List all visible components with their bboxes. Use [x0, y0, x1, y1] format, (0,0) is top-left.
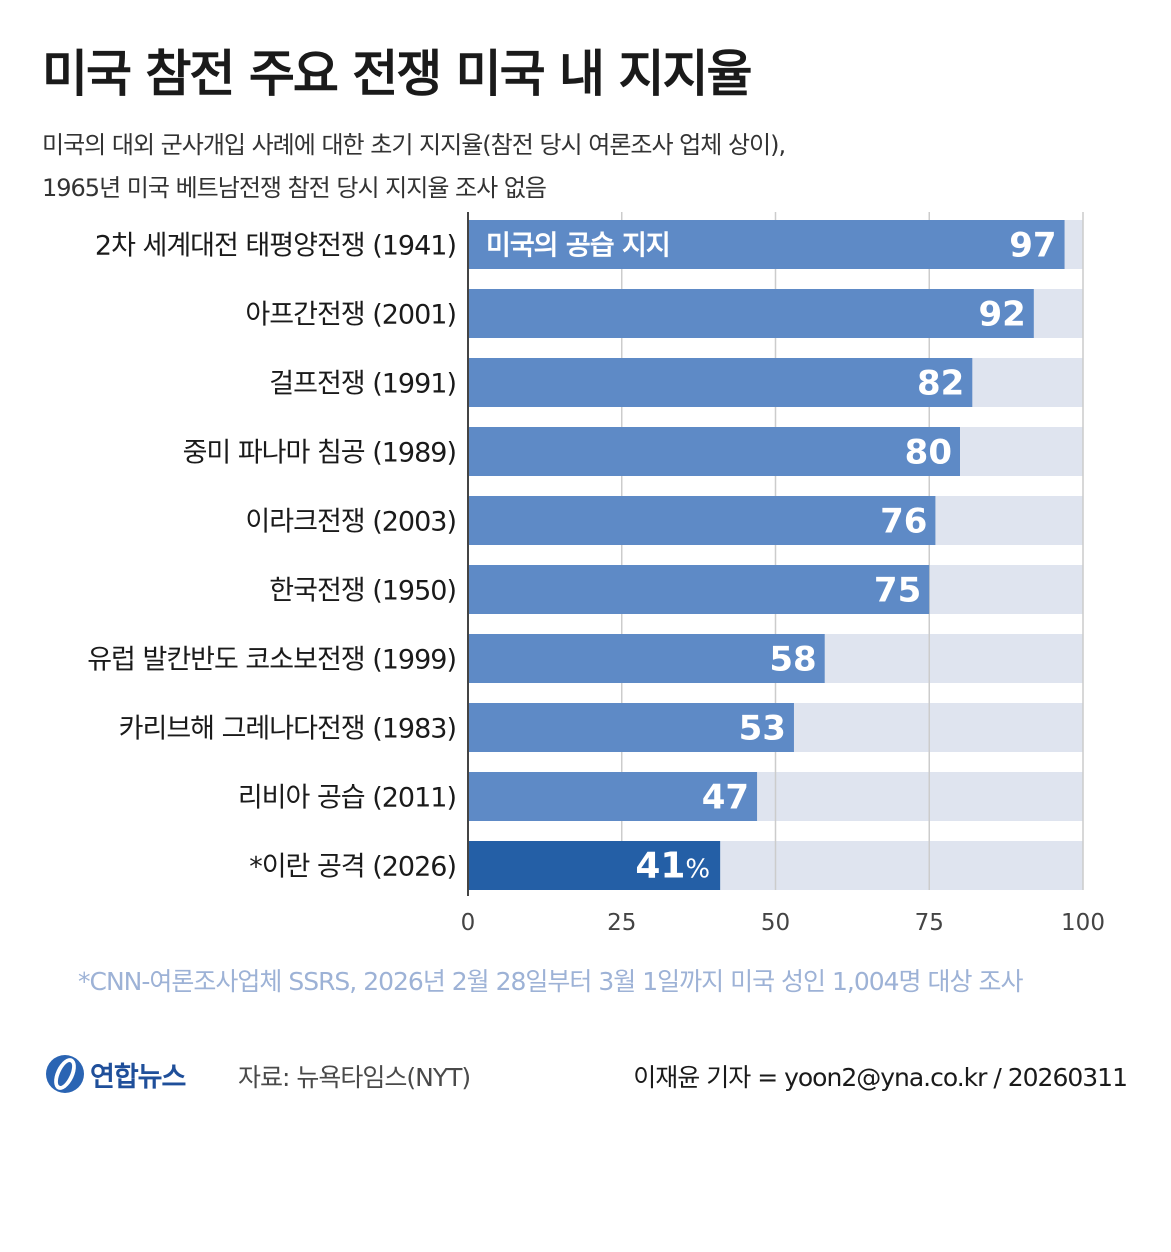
series-label: 미국의 공습 지지: [486, 231, 670, 262]
data-label: 92: [978, 295, 1025, 335]
bar: [468, 220, 1065, 269]
chart-subtitle-line1: 미국의 대외 군사개입 사례에 대한 초기 지지율(참전 당시 여론조사 업체 …: [42, 131, 786, 159]
data-label: 80: [905, 433, 952, 473]
bar: [468, 703, 794, 752]
data-label: 82: [917, 364, 964, 404]
tick-label: 75: [915, 910, 944, 936]
chart-subtitle-line2: 1965년 미국 베트남전쟁 참전 당시 지지율 조사 없음: [42, 174, 547, 202]
category-label: *이란 공격 (2026): [249, 852, 456, 883]
category-label: 카리브해 그레나다전쟁 (1983): [119, 714, 456, 745]
category-label: 2차 세계대전 태평양전쟁 (1941): [95, 231, 456, 262]
bar: [468, 565, 930, 614]
category-label: 중미 파나마 침공 (1989): [183, 438, 456, 469]
category-label: 걸프전쟁 (1991): [269, 369, 456, 400]
category-label: 유럽 발칸반도 코소보전쟁 (1999): [87, 645, 456, 676]
data-label: 58: [769, 640, 816, 680]
credit-text: 이재윤 기자 = yoon2@yna.co.kr / 20260311: [633, 1063, 1128, 1092]
data-label: 41%: [635, 846, 710, 887]
data-label: 47: [702, 778, 749, 818]
tick-label: 100: [1061, 910, 1105, 936]
category-label: 이라크전쟁 (2003): [245, 507, 456, 538]
bar: [468, 427, 960, 476]
category-label: 리비아 공습 (2011): [238, 783, 456, 814]
footnote: *CNN-여론조사업체 SSRS, 2026년 2월 28일부터 3월 1일까지…: [78, 967, 1023, 996]
bar: [468, 496, 936, 545]
logo-text: 연합뉴스: [90, 1061, 186, 1093]
category-label: 아프간전쟁 (2001): [245, 300, 456, 331]
yonhap-logo: 연합뉴스: [44, 1050, 186, 1098]
yonhap-logo-icon: [46, 1055, 84, 1093]
bar-chart: 97 2차 세계대전 태평양전쟁 (1941) 92 아프간전쟁 (2001) 82 걸프…: [87, 212, 1105, 936]
bar: [468, 358, 973, 407]
bar: [468, 289, 1034, 338]
data-label: 53: [739, 709, 786, 749]
data-label: 76: [880, 502, 927, 542]
data-label: 97: [1009, 226, 1056, 266]
source-text: 자료: 뉴욕타임스(NYT): [238, 1063, 471, 1092]
tick-label: 25: [607, 910, 636, 936]
data-label: 75: [874, 571, 921, 611]
bar: [468, 772, 758, 821]
category-label: 한국전쟁 (1950): [269, 576, 456, 607]
chart-title: 미국 참전 주요 전쟁 미국 내 지지율: [42, 45, 752, 103]
bar: [468, 634, 825, 683]
bar: [468, 841, 721, 890]
tick-label: 50: [761, 910, 790, 936]
tick-label: 0: [461, 910, 476, 936]
